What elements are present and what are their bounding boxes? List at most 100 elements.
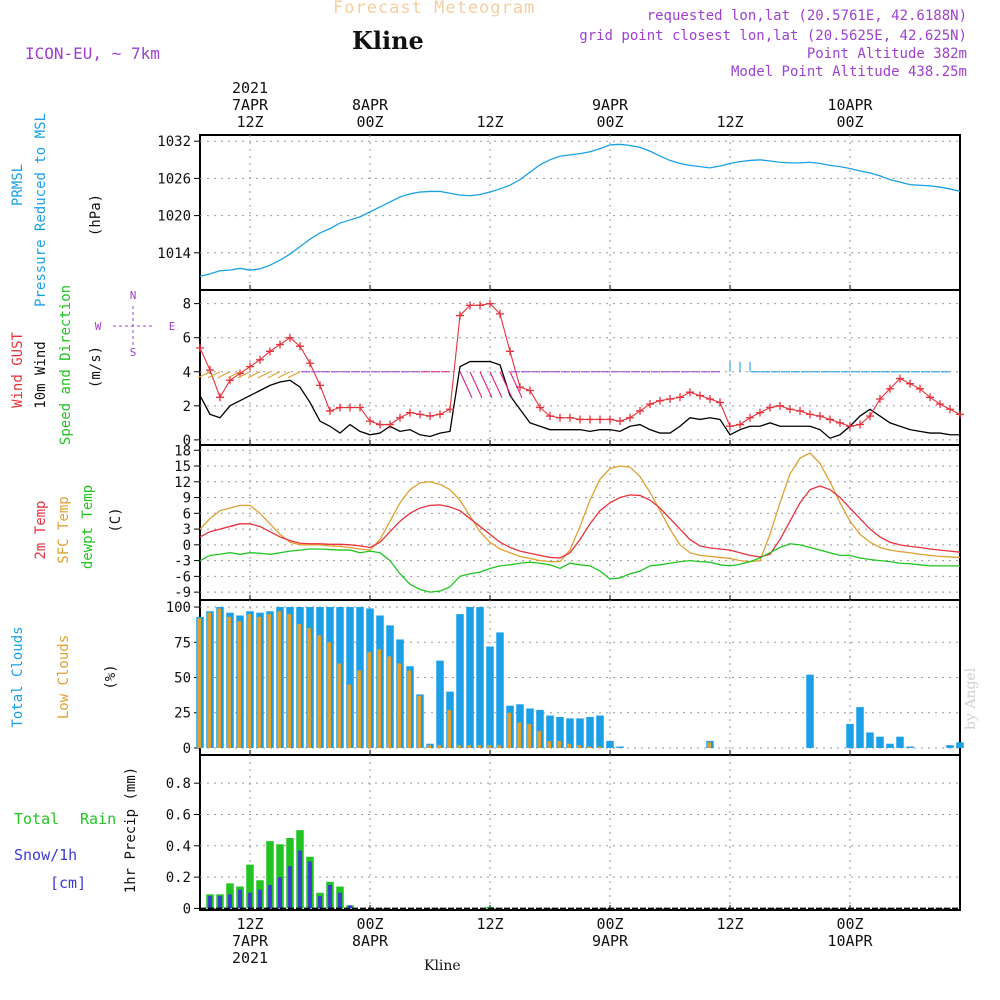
wind-gust-point xyxy=(396,413,404,422)
wind-gust-point xyxy=(536,403,544,412)
temperature-ytick-label: -9 xyxy=(174,585,191,601)
wind-direction-arrow xyxy=(499,371,513,398)
wind-gust-point xyxy=(556,413,564,422)
wind-gust-point xyxy=(526,386,534,395)
wind-gust-point xyxy=(256,355,264,364)
total-cloud-bar xyxy=(886,743,894,748)
wind-gust-point xyxy=(246,362,254,371)
low-cloud-bar xyxy=(337,663,341,748)
low-cloud-bar xyxy=(317,635,321,748)
wind-gust-point xyxy=(666,395,674,404)
temp-unit: (C) xyxy=(108,507,124,532)
top-time-label: 12Z xyxy=(476,113,503,131)
wind-gust-point xyxy=(306,359,314,368)
wind-gust-point xyxy=(906,379,914,388)
low-cloud-bar xyxy=(457,745,461,748)
wind-gust-point xyxy=(456,311,464,320)
snow-bar xyxy=(328,884,332,909)
bottom-time-label: 00Z xyxy=(356,915,383,933)
wind-direction-arrow xyxy=(237,371,251,379)
wind-10m-line xyxy=(199,360,960,439)
wind-gust-point xyxy=(786,405,794,414)
total-cloud-bar xyxy=(586,716,594,748)
snow-bar xyxy=(278,877,282,909)
snow-bar xyxy=(308,861,312,909)
top-time-label: 00Z xyxy=(596,113,623,131)
total-cloud-bar xyxy=(906,746,914,748)
wind-gust-point xyxy=(346,403,354,412)
wind-gust-point xyxy=(336,403,344,412)
wind-ytick-label: 8 xyxy=(183,297,191,313)
rain-bar xyxy=(276,844,284,909)
wind-gust-point xyxy=(356,403,364,412)
wind-gust-point xyxy=(676,393,684,402)
snow-bar xyxy=(218,895,222,909)
precip-ytick-label: 0.4 xyxy=(166,839,191,855)
temperature-ytick-label: -6 xyxy=(174,569,191,585)
wind-direction-arrow xyxy=(267,371,281,379)
low-cloud-bar xyxy=(537,731,541,748)
compass-e: E xyxy=(169,320,176,333)
wind-gust-line xyxy=(199,303,961,427)
temp-2m-line xyxy=(199,485,961,559)
pressure-label-long: Pressure Reduced to MSL xyxy=(33,113,49,307)
wind-gust-point xyxy=(286,333,294,342)
wind-direction-arrow xyxy=(469,371,483,398)
top-time-label: 00Z xyxy=(356,113,383,131)
wind-gust-point xyxy=(216,393,224,402)
temperature-ytick-label: 9 xyxy=(183,491,191,507)
snow-bar xyxy=(258,889,262,909)
total-cloud-bar xyxy=(576,718,584,748)
temp-2m-label: 2m Temp xyxy=(33,500,49,559)
low-cloud-bar xyxy=(507,712,511,748)
wind-gust-point xyxy=(506,347,514,356)
wind-gust-point xyxy=(276,340,284,349)
snow-bar xyxy=(228,894,232,909)
wind-ytick-label: 6 xyxy=(183,331,191,347)
wind-direction-arrow xyxy=(509,371,523,398)
precip-ytick-label: 0.2 xyxy=(166,870,191,886)
wind-gust-point xyxy=(476,301,484,310)
clouds-ytick-label: 50 xyxy=(174,671,191,687)
wind-gust-point xyxy=(416,410,424,419)
total-cloud-bar xyxy=(946,745,954,748)
wind-gust-point xyxy=(796,406,804,415)
wind-gust-point xyxy=(746,413,754,422)
prmsl-line xyxy=(199,143,961,277)
precip-ytick-label: 0.6 xyxy=(166,807,191,823)
total-cloud-bar xyxy=(856,707,864,748)
wind-gust-point xyxy=(886,384,894,393)
low-cloud-bar xyxy=(417,695,421,748)
low-cloud-bar xyxy=(477,745,481,748)
temperature-ytick-label: 18 xyxy=(174,443,191,459)
total-cloud-bar xyxy=(806,674,814,748)
temperature-ytick-label: 6 xyxy=(183,506,191,522)
low-cloud-bar xyxy=(287,614,291,748)
sfc-temp-line xyxy=(199,452,961,563)
wind-gust-point xyxy=(866,412,874,421)
snow-bar xyxy=(338,892,342,909)
wind-gust-point xyxy=(426,412,434,421)
wind-gust-point xyxy=(916,384,924,393)
precip-unit: 1hr Precip (mm) xyxy=(123,767,139,893)
snow-bar xyxy=(208,895,212,909)
precip-ytick-label: 0 xyxy=(183,901,191,917)
total-cloud-bar xyxy=(956,742,964,748)
low-cloud-bar xyxy=(377,649,381,748)
bottom-time-label: 12Z xyxy=(236,915,263,933)
temperature-ytick-label: 12 xyxy=(174,475,191,491)
dewpt-temp-line xyxy=(199,543,960,593)
total-cloud-bar xyxy=(606,740,614,748)
low-cloud-bar xyxy=(347,684,351,748)
top-time-label: 12Z xyxy=(716,113,743,131)
low-cloud-bar xyxy=(487,745,491,748)
wind-direction-arrow xyxy=(277,371,291,379)
wind-unit: (m/s) xyxy=(88,346,104,388)
wind-gust-point xyxy=(486,299,494,308)
low-cloud-bar xyxy=(467,745,471,748)
wind-gust-point xyxy=(736,420,744,429)
total-cloud-bar xyxy=(596,715,604,748)
low-cloud-bar xyxy=(247,614,251,748)
clouds-ytick-label: 75 xyxy=(174,635,191,651)
total-cloud-bar xyxy=(436,660,444,748)
